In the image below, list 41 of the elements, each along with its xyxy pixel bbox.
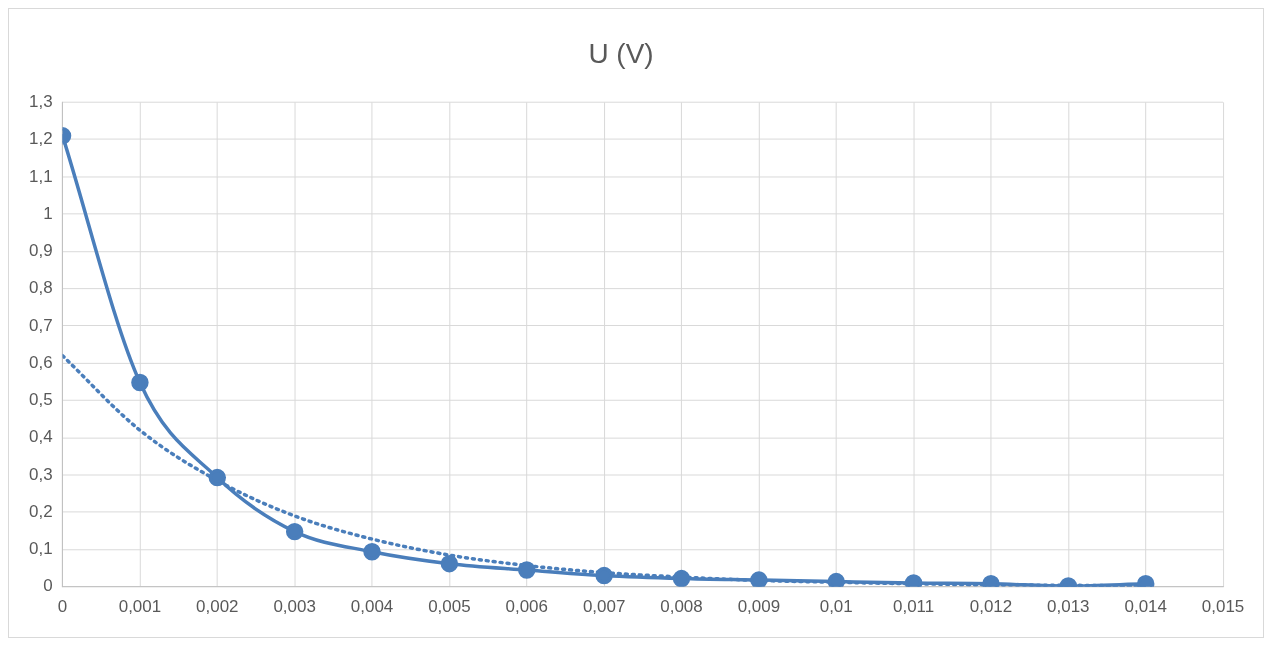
point: [440, 554, 459, 573]
y-tick-label: 1: [43, 203, 53, 223]
y-tick-label: 1,3: [29, 91, 53, 111]
y-tick-label: 0,6: [29, 352, 53, 372]
x-tick-label: 0,008: [660, 596, 703, 616]
point: [131, 373, 149, 392]
point: [827, 572, 845, 587]
y-tick-label: 0,8: [29, 278, 53, 298]
y-tick-label: 0: [43, 576, 53, 596]
y-tick-label: 0,3: [29, 464, 53, 484]
chart-title: U (V): [588, 38, 654, 70]
y-tick-label: 0,5: [29, 390, 53, 410]
x-tick-label: 0,014: [1124, 596, 1167, 616]
x-tick-label: 0,015: [1201, 596, 1245, 616]
x-tick-label: 0,012: [969, 596, 1013, 616]
y-tick-label: 0,7: [29, 315, 53, 335]
x-tick-label: 0,009: [737, 596, 781, 616]
x-tick-label: 0,005: [428, 596, 471, 616]
y-tick-label: 1,2: [29, 129, 53, 149]
point: [672, 569, 691, 587]
point: [518, 561, 536, 579]
x-tick-label: 0,004: [350, 596, 394, 616]
y-tick-label: 1,1: [29, 166, 53, 186]
x-tick-label: 0,007: [582, 596, 626, 616]
x-tick-label: 0,006: [505, 596, 548, 616]
point: [595, 566, 613, 585]
x-tick-label: 0,003: [273, 596, 316, 616]
y-tick-label: 0,2: [29, 501, 53, 521]
y-tick-label: 0,4: [29, 427, 53, 447]
y-tick-label: 0,9: [29, 241, 53, 261]
x-tick-label: 0,011: [893, 596, 935, 616]
point: [750, 571, 768, 587]
x-tick-label: 0: [57, 596, 68, 616]
point: [285, 522, 304, 541]
x-tick-label: 0,013: [1047, 596, 1090, 616]
x-tick-label: 0,01: [819, 596, 853, 616]
point: [363, 543, 381, 561]
x-tick-label: 0,001: [118, 596, 162, 616]
point: [208, 468, 227, 487]
y-tick-label: 0,1: [29, 539, 53, 559]
x-tick-label: 0,002: [196, 596, 239, 616]
